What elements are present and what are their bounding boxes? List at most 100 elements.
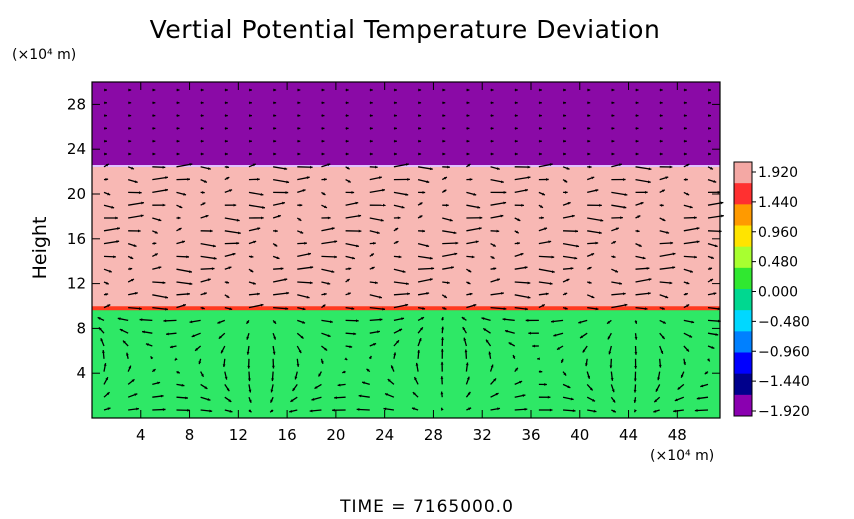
velocity-arrowhead bbox=[684, 139, 687, 143]
velocity-arrowhead bbox=[200, 373, 204, 377]
velocity-arrowhead bbox=[203, 292, 207, 296]
velocity-arrowhead bbox=[634, 409, 637, 413]
velocity-arrowhead bbox=[620, 216, 623, 220]
velocity-arrowhead bbox=[393, 352, 397, 356]
velocity-arrowhead bbox=[563, 126, 567, 130]
velocity-arrowhead bbox=[401, 317, 405, 321]
x-tick-label: 12 bbox=[229, 426, 248, 444]
velocity-arrowhead bbox=[165, 176, 168, 180]
velocity-arrowhead bbox=[176, 152, 180, 156]
velocity-arrowhead bbox=[128, 88, 132, 92]
colorbar-segment bbox=[734, 310, 752, 332]
velocity-arrowhead bbox=[689, 205, 693, 209]
velocity-arrowhead bbox=[612, 241, 616, 244]
velocity-arrowhead bbox=[106, 392, 110, 396]
velocity-arrowhead bbox=[158, 218, 162, 222]
velocity-arrowhead bbox=[694, 255, 697, 259]
velocity-arrowhead bbox=[246, 320, 250, 324]
velocity-arrowhead bbox=[515, 101, 518, 105]
velocity-arrowhead bbox=[133, 244, 137, 247]
velocity-arrowhead bbox=[539, 139, 542, 143]
velocity-arrowhead bbox=[635, 152, 639, 156]
velocity-arrowhead bbox=[611, 389, 615, 393]
velocity-vector bbox=[321, 240, 338, 245]
velocity-arrowhead bbox=[345, 114, 349, 118]
velocity-arrowhead bbox=[503, 307, 507, 311]
velocity-arrowhead bbox=[370, 126, 373, 130]
velocity-arrowhead bbox=[248, 409, 252, 413]
velocity-arrowhead bbox=[249, 101, 252, 105]
x-axis-ticks: 4 8 12 16 20 24 28 32 36 40 44 48 bbox=[136, 82, 687, 444]
velocity-arrowhead bbox=[640, 201, 644, 205]
velocity-vector bbox=[538, 268, 555, 273]
velocity-arrowhead bbox=[429, 256, 433, 260]
velocity-arrowhead bbox=[694, 216, 697, 220]
velocity-arrowhead bbox=[383, 407, 387, 411]
velocity-arrowhead bbox=[503, 190, 507, 194]
velocity-arrowhead bbox=[370, 88, 373, 92]
velocity-arrowhead bbox=[285, 307, 289, 311]
velocity-arrowhead bbox=[349, 345, 353, 349]
velocity-arrowhead bbox=[418, 139, 422, 143]
velocity-arrowhead bbox=[130, 256, 134, 259]
velocity-arrowhead bbox=[704, 371, 708, 375]
velocity-arrowhead bbox=[553, 333, 557, 337]
x-tick-label: 28 bbox=[424, 426, 443, 444]
velocity-arrowhead bbox=[611, 114, 615, 118]
velocity-vector bbox=[635, 166, 652, 170]
velocity-arrowhead bbox=[218, 335, 222, 339]
velocity-arrowhead bbox=[370, 253, 374, 257]
velocity-vectors bbox=[97, 88, 724, 413]
velocity-arrowhead bbox=[152, 126, 156, 130]
velocity-arrowhead bbox=[116, 240, 120, 244]
velocity-arrowhead bbox=[634, 366, 638, 369]
velocity-arrowhead bbox=[346, 166, 350, 170]
velocity-arrowhead bbox=[608, 351, 612, 355]
velocity-arrowhead bbox=[177, 216, 181, 220]
velocity-arrowhead bbox=[711, 346, 715, 349]
velocity-arrowhead bbox=[163, 319, 167, 323]
velocity-arrowhead bbox=[469, 178, 473, 181]
velocity-arrowhead bbox=[334, 255, 338, 259]
velocity-arrowhead bbox=[599, 203, 602, 207]
velocity-arrowhead bbox=[683, 362, 687, 366]
colorbar-segment bbox=[734, 331, 752, 353]
velocity-arrowhead bbox=[496, 229, 500, 233]
velocity-arrowhead bbox=[162, 281, 166, 285]
velocity-arrowhead bbox=[380, 218, 384, 222]
velocity-arrowhead bbox=[162, 203, 166, 207]
velocity-arrowhead bbox=[189, 163, 193, 166]
velocity-arrowhead bbox=[232, 252, 236, 256]
velocity-arrowhead bbox=[211, 267, 215, 271]
velocity-arrowhead bbox=[497, 407, 500, 411]
velocity-arrowhead bbox=[647, 291, 651, 295]
velocity-arrowhead bbox=[165, 307, 168, 311]
time-label: TIME = 7165000.0 bbox=[339, 497, 514, 517]
velocity-vector bbox=[635, 278, 652, 283]
velocity-arrowhead bbox=[181, 383, 185, 387]
velocity-arrowhead bbox=[275, 229, 278, 233]
velocity-arrowhead bbox=[466, 139, 470, 143]
velocity-arrowhead bbox=[334, 240, 338, 244]
velocity-arrowhead bbox=[204, 386, 208, 389]
velocity-arrowhead bbox=[451, 266, 454, 270]
velocity-arrowhead bbox=[321, 126, 325, 130]
velocity-arrowhead bbox=[298, 218, 302, 221]
velocity-arrowhead bbox=[347, 179, 351, 183]
velocity-arrowhead bbox=[176, 114, 180, 118]
colorbar-label: −1.440 bbox=[758, 374, 810, 390]
y-tick-label: 8 bbox=[76, 319, 86, 337]
velocity-arrowhead bbox=[466, 126, 470, 130]
velocity-arrowhead bbox=[322, 192, 326, 195]
velocity-arrowhead bbox=[574, 256, 578, 260]
plot-frame bbox=[91, 81, 721, 419]
velocity-arrowhead bbox=[481, 317, 485, 321]
velocity-arrowhead bbox=[407, 177, 410, 181]
velocity-arrowhead bbox=[685, 178, 688, 182]
velocity-arrowhead bbox=[399, 328, 403, 332]
velocity-arrowhead bbox=[612, 409, 616, 413]
velocity-arrowhead bbox=[686, 163, 690, 167]
velocity-arrowhead bbox=[351, 307, 355, 310]
x-tick-label: 44 bbox=[619, 426, 638, 444]
velocity-arrowhead bbox=[633, 378, 637, 382]
